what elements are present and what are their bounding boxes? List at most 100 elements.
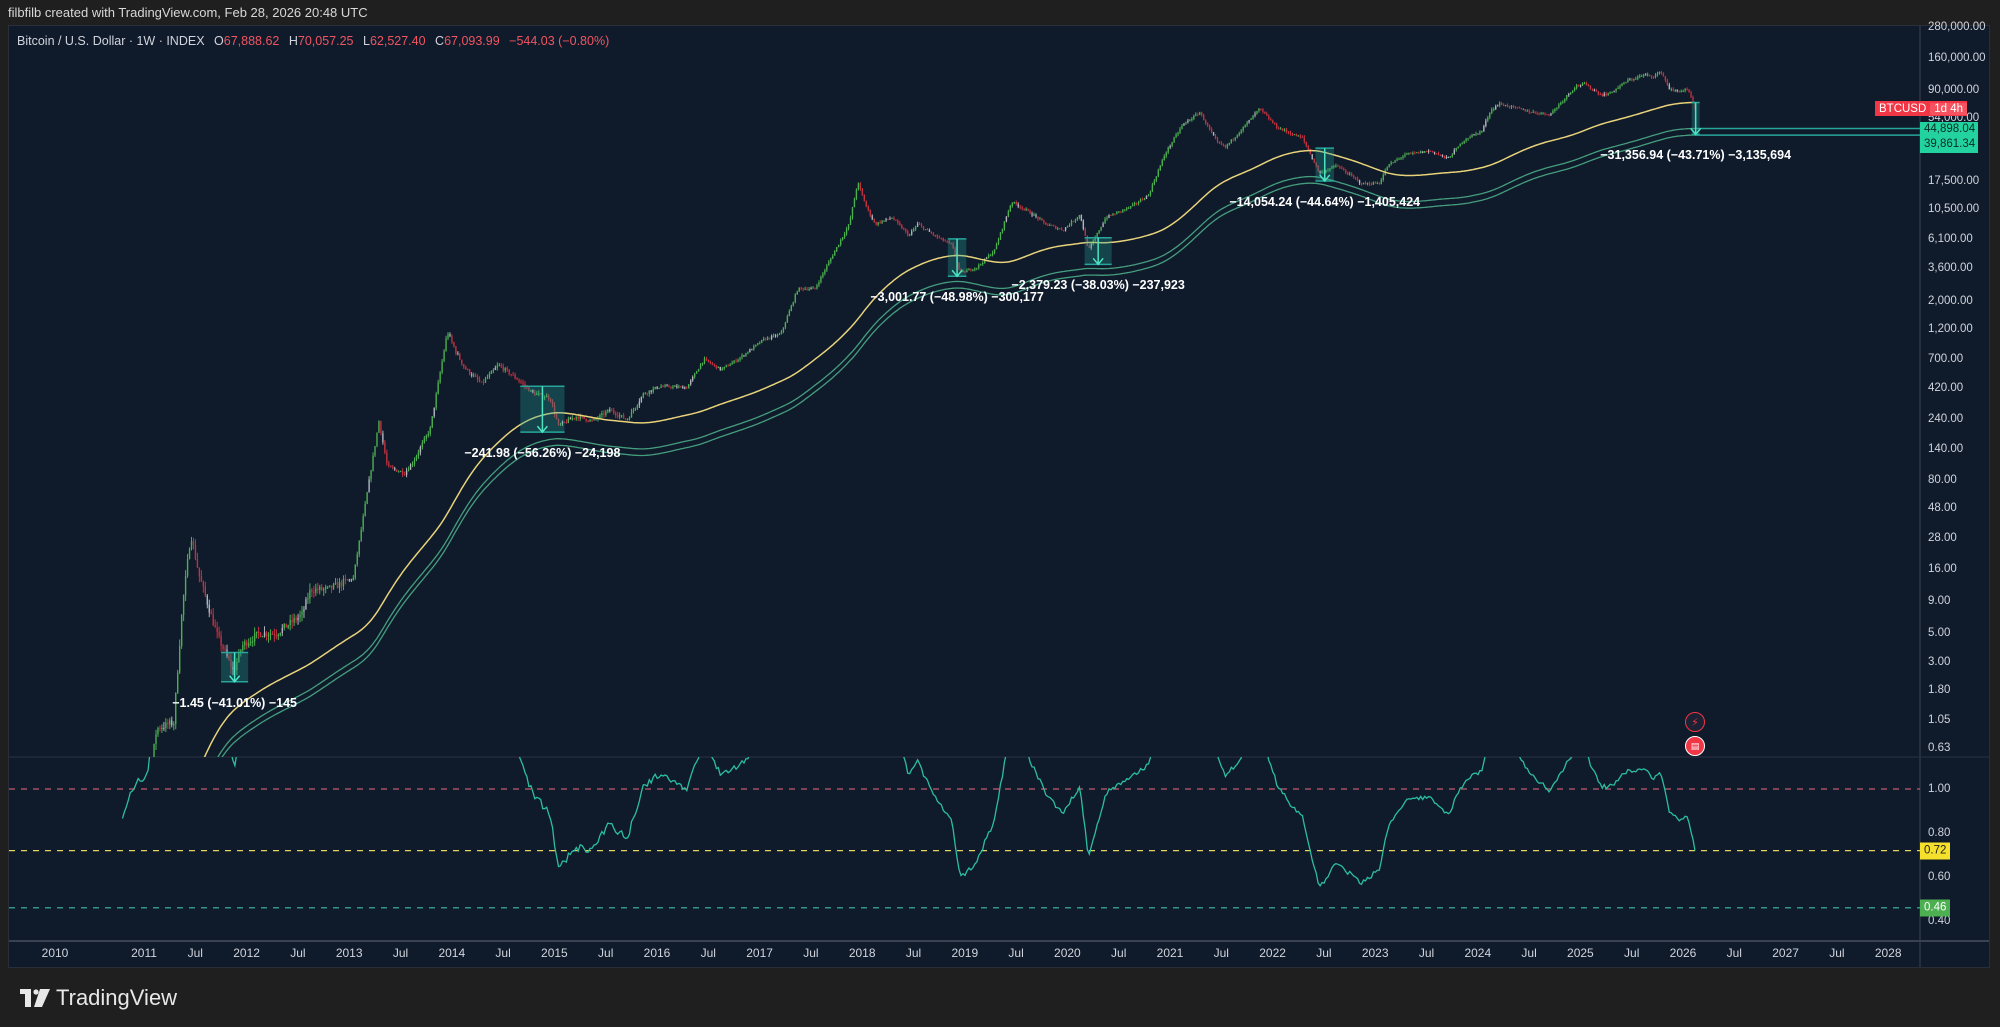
candle: [1027, 209, 1029, 211]
candle: [242, 645, 244, 651]
ma-line: [203, 101, 1695, 757]
measure-label[interactable]: −1.45 (−41.01%) −145: [172, 695, 297, 710]
candle: [1652, 77, 1655, 79]
candle: [715, 365, 718, 369]
candle: [324, 587, 327, 589]
price-tick-label: 17,500.00: [1928, 174, 1980, 187]
candle: [1656, 73, 1659, 75]
candle: [401, 471, 404, 475]
measure-label[interactable]: −241.98 (−56.26%) −24,198: [464, 446, 621, 461]
candle: [642, 393, 645, 397]
candle: [157, 727, 159, 735]
lightning-icon[interactable]: ⚡: [1685, 712, 1705, 732]
candle: [388, 463, 390, 466]
candle: [1011, 202, 1014, 206]
candle: [344, 579, 347, 581]
candle: [540, 393, 542, 395]
candle: [1518, 107, 1521, 109]
candle: [291, 619, 293, 623]
candle: [611, 410, 613, 412]
measure-label[interactable]: −31,356.94 (−43.71%) −3,135,694: [1600, 148, 1792, 163]
candle: [1678, 91, 1680, 93]
candle: [954, 248, 956, 257]
candle: [804, 288, 806, 290]
candle: [1262, 109, 1264, 112]
candle: [581, 416, 583, 418]
candle: [1007, 211, 1010, 217]
candle: [982, 262, 984, 264]
candle: [1583, 83, 1586, 85]
candle: [443, 350, 445, 362]
candle: [830, 258, 832, 262]
price-tick-label: 5.00: [1928, 627, 1951, 640]
candle: [1597, 91, 1600, 95]
candle: [1163, 156, 1165, 161]
symbol-legend: Bitcoin / U.S. Dollar · 1W · INDEX O67,8…: [17, 34, 615, 48]
tradingview-logo[interactable]: TradingView: [20, 985, 177, 1011]
candle: [997, 239, 1000, 245]
candle: [1668, 84, 1671, 90]
candle: [1635, 78, 1637, 80]
measure-label[interactable]: −14,054.24 (−44.64%) −1,405,424: [1229, 194, 1421, 209]
candle: [1137, 202, 1140, 204]
candle: [658, 387, 660, 389]
candle: [1147, 195, 1150, 197]
candle: [1637, 76, 1639, 79]
candle: [238, 652, 240, 662]
candle: [305, 599, 307, 610]
candle: [437, 382, 439, 394]
candle: [1502, 104, 1505, 106]
candle: [782, 327, 785, 332]
candle: [883, 220, 885, 222]
candle: [798, 287, 800, 292]
us-flag-icon[interactable]: ▤: [1685, 736, 1705, 756]
candle: [1110, 214, 1112, 216]
candle: [800, 287, 802, 289]
candle: [1489, 113, 1491, 118]
measure-label[interactable]: −2,379.23 (−38.03%) −237,923: [1011, 278, 1185, 293]
time-tick-label: 2021: [1156, 946, 1184, 960]
candle: [1250, 118, 1252, 120]
candle: [208, 604, 210, 613]
candle: [1477, 133, 1479, 135]
candle: [668, 385, 670, 387]
candle: [1406, 153, 1408, 155]
candle: [1035, 214, 1037, 217]
candle: [520, 381, 522, 383]
candle: [130, 802, 131, 806]
candle: [342, 579, 345, 587]
candle: [1033, 214, 1035, 216]
candle: [723, 366, 725, 369]
candle: [887, 218, 889, 220]
candle: [1088, 245, 1090, 248]
candle: [739, 357, 741, 360]
candle: [1445, 157, 1448, 159]
symbol-title[interactable]: Bitcoin / U.S. Dollar · 1W · INDEX: [17, 34, 205, 48]
candle: [828, 261, 830, 266]
candle: [1281, 128, 1284, 131]
candle: [869, 209, 871, 216]
candle: [1496, 105, 1499, 107]
candle: [1648, 74, 1651, 76]
candle: [538, 393, 540, 395]
candle: [553, 405, 556, 415]
candle: [159, 727, 161, 729]
candle: [358, 540, 360, 555]
candle: [1493, 109, 1495, 111]
candle: [909, 234, 911, 236]
candle: [332, 583, 335, 589]
time-tick-label: 2013: [335, 946, 363, 960]
candle: [1398, 158, 1400, 160]
candle: [1554, 108, 1556, 111]
candle: [794, 294, 796, 303]
candle: [1126, 207, 1128, 210]
time-tick-label: Jul: [905, 946, 922, 960]
candle: [1581, 83, 1584, 86]
measure-label[interactable]: −3,001.77 (−48.98%) −300,177: [870, 290, 1044, 305]
candle: [707, 359, 710, 362]
candle: [1311, 154, 1313, 160]
candle: [1570, 92, 1572, 95]
candle: [390, 465, 392, 468]
candle: [534, 392, 536, 396]
